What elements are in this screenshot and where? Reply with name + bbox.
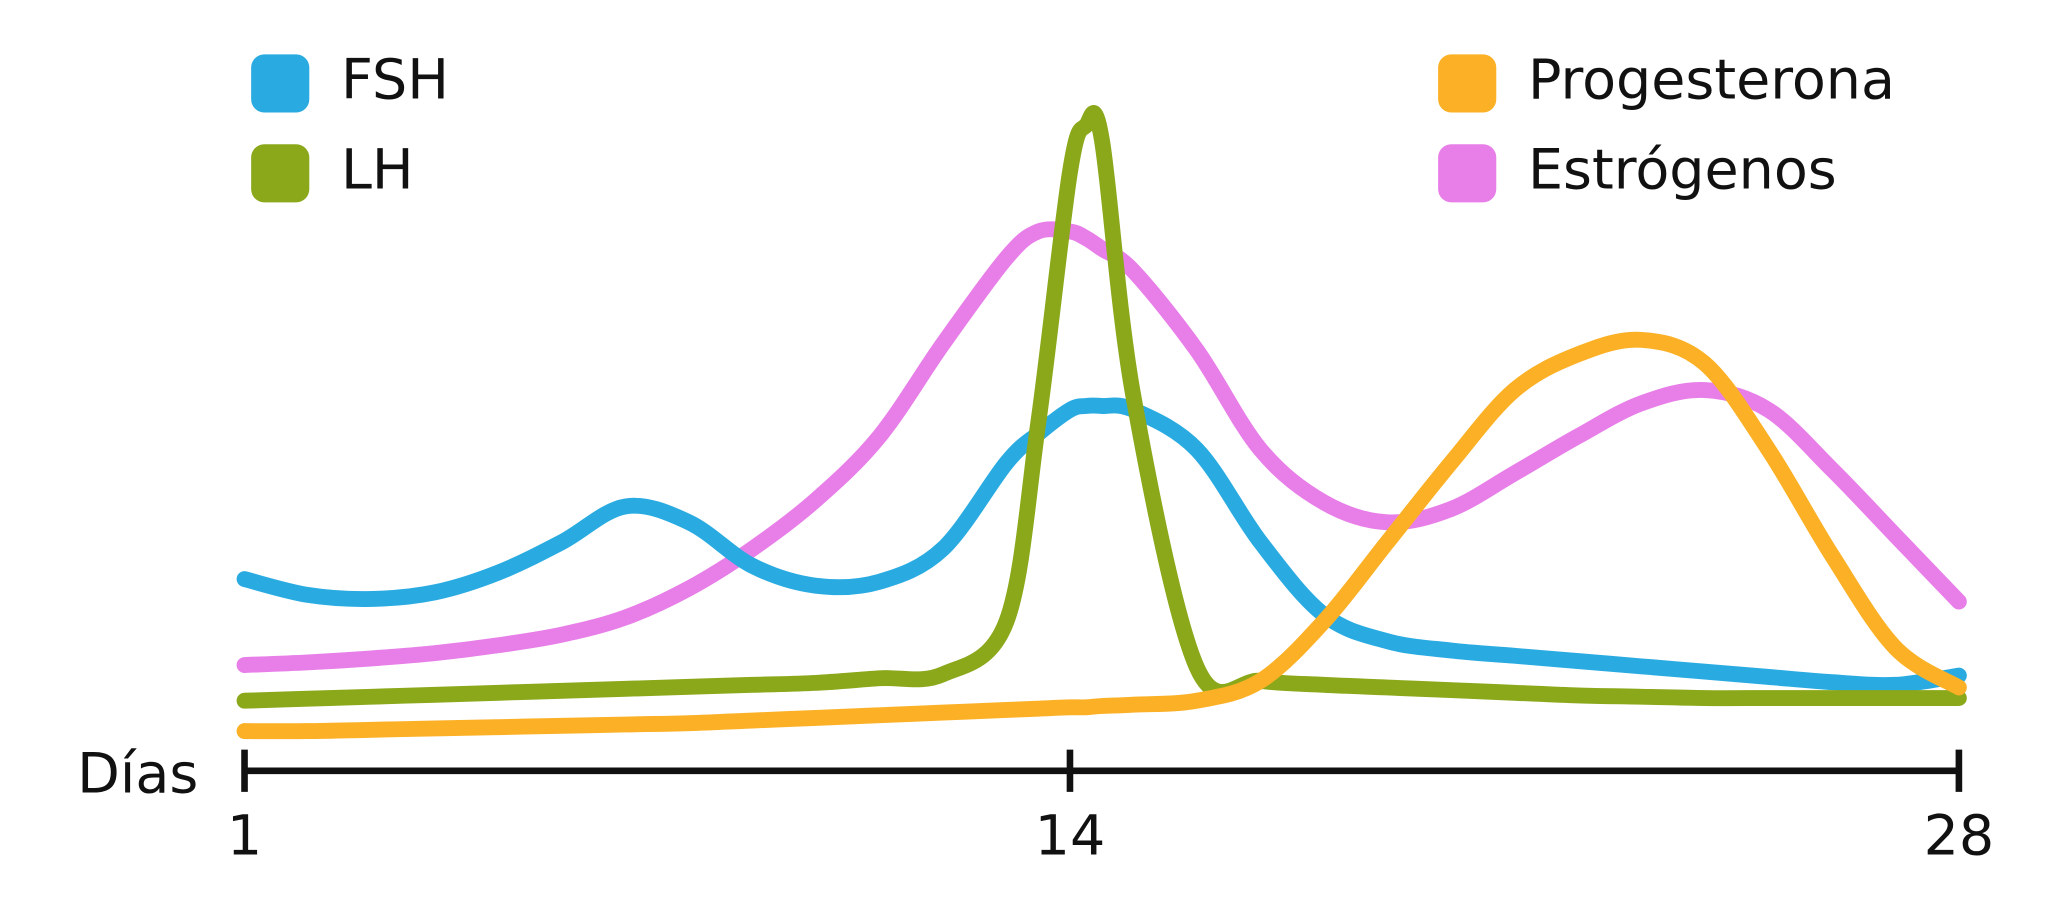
line <box>236 331 1967 740</box>
legend-label: FSH <box>341 48 449 113</box>
legend-swatch <box>251 144 310 203</box>
x-tick-label: 28 <box>1924 804 1995 869</box>
line <box>236 105 1967 709</box>
legend-label: Progesterona <box>1528 48 1895 113</box>
legend-swatch <box>1438 144 1497 203</box>
x-tick-label: 1 <box>227 804 262 869</box>
legend-label: Estrógenos <box>1528 137 1837 202</box>
legend-label: LH <box>341 137 414 202</box>
line <box>236 397 1967 694</box>
x-tick-label: 14 <box>1035 804 1106 869</box>
legend-swatch <box>1438 54 1497 113</box>
line <box>236 221 1967 673</box>
legend-swatch <box>251 54 310 113</box>
x-axis-label: Días <box>77 742 198 807</box>
